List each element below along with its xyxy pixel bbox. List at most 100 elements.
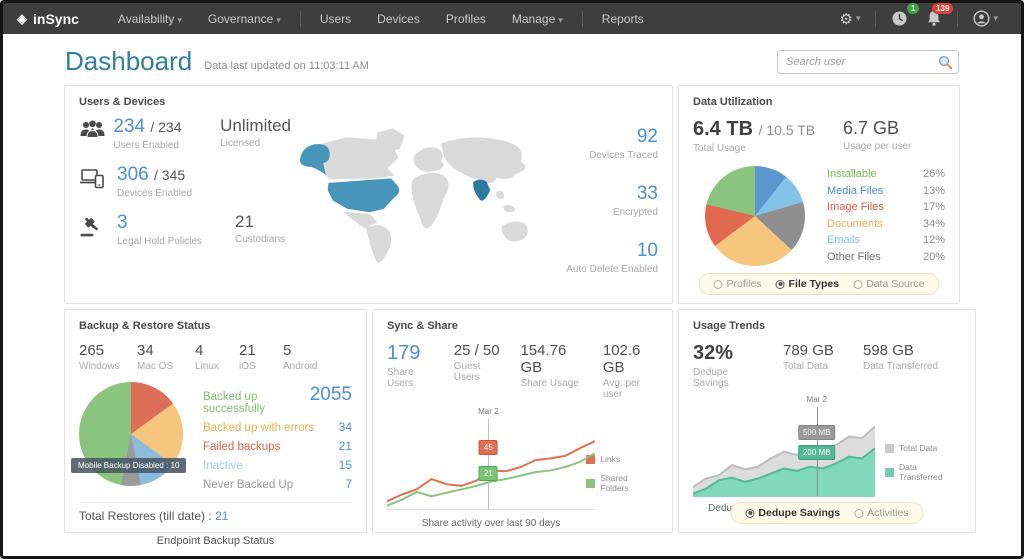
links-value-box: 45 bbox=[478, 440, 498, 455]
stat-encrypted: 33 Encrypted bbox=[612, 183, 658, 218]
search-box bbox=[777, 49, 959, 75]
page-header: Dashboard Data last updated on 11:03:11 … bbox=[3, 34, 1021, 83]
stat-share-users: 179 Share Users bbox=[387, 342, 421, 389]
marker-date-label: Mar 2 bbox=[478, 407, 499, 416]
panel-title: Data Utilization bbox=[693, 96, 773, 108]
nav-divider bbox=[957, 10, 959, 27]
file-types-pie-chart[interactable] bbox=[705, 166, 805, 266]
brand[interactable]: ◈ inSync bbox=[17, 11, 79, 27]
stat-usage-per-user: 6.7 GB Usage per user bbox=[843, 118, 912, 152]
chevron-down-icon: ▾ bbox=[993, 13, 998, 23]
legend-swatch bbox=[885, 467, 894, 477]
divider bbox=[79, 502, 352, 503]
toggle-file-types[interactable]: File Types bbox=[775, 278, 839, 290]
legend-item: Installable 26% bbox=[827, 168, 945, 180]
legend-item: Image Files 17% bbox=[827, 201, 945, 213]
nav-item-users[interactable]: Users bbox=[319, 11, 352, 26]
activity-clock-button[interactable]: 1 bbox=[882, 3, 920, 27]
world-map-svg bbox=[299, 128, 528, 263]
stat-devices-traced: 92 Devices Traced bbox=[589, 126, 658, 161]
data-transferred-value-box: 200 MB bbox=[797, 445, 836, 460]
clock-icon bbox=[892, 11, 907, 26]
legend-item: Inactive 15 bbox=[203, 458, 352, 472]
nav-divider bbox=[299, 10, 301, 27]
notifications-button[interactable]: 139 bbox=[917, 3, 954, 27]
legend-item: Failed backups 21 bbox=[203, 439, 352, 453]
panel-title: Sync & Share bbox=[387, 320, 458, 332]
legend-item: Emails 12% bbox=[827, 234, 945, 246]
radio-icon bbox=[854, 508, 864, 518]
stat-custodians: 21 Custodians bbox=[235, 212, 286, 245]
legend-item: Other Files 20% bbox=[827, 250, 945, 263]
map-highlight-india bbox=[473, 179, 491, 201]
chart-legend: Total Data Data Transferred bbox=[875, 395, 961, 499]
panel-usage-trends: Usage Trends 32% Dedupe Savings 789 GB Tot… bbox=[678, 309, 976, 533]
legend-item: Data Transferred bbox=[885, 462, 961, 482]
stat-dedupe-savings: 32% Dedupe Savings bbox=[693, 342, 734, 389]
pie-legend: Installable 26% Media Files 13% Image File… bbox=[805, 166, 945, 267]
stat-data-transferred: 598 GB Data Transferred bbox=[863, 342, 939, 372]
legend-item: Media Files 13% bbox=[827, 184, 945, 197]
legend-item: Backed up with errors 34 bbox=[203, 420, 352, 434]
settings-menu[interactable]: ⚙ ▾ bbox=[830, 10, 869, 28]
page-title: Dashboard bbox=[65, 46, 193, 76]
devices-icon bbox=[80, 169, 104, 189]
chart-legend: Links Shared Folders bbox=[578, 406, 658, 514]
gear-icon: ⚙ bbox=[839, 10, 853, 28]
panel-data-utilization: Data Utilization 6.4 TB / 10.5 TB Total … bbox=[678, 85, 960, 304]
chart-caption: Share activity over last 90 days bbox=[421, 518, 561, 529]
stat-users-enabled: 234 / 234 Users Enabled Unlimited Licens… bbox=[79, 116, 291, 151]
legend-swatch bbox=[586, 478, 596, 488]
nav-item-profiles[interactable]: Profiles bbox=[445, 11, 486, 26]
nav-item-manage[interactable]: Manage ▾ bbox=[511, 11, 563, 26]
nav-divider bbox=[875, 10, 877, 27]
search-icon[interactable] bbox=[938, 55, 953, 75]
dedupe-savings-chart: Mar 2 500 MB 200 MB bbox=[693, 395, 875, 499]
stat-android: 5 Android bbox=[283, 342, 318, 372]
stat-ios: 21 iOS bbox=[239, 342, 256, 372]
legend-item: Never Backed Up 7 bbox=[203, 477, 352, 491]
map-highlight-usa bbox=[327, 178, 400, 213]
map-highlight-alaska bbox=[299, 144, 330, 175]
clock-badge: 1 bbox=[907, 3, 920, 14]
usage-trends-toggle: Dedupe Savings Activities bbox=[730, 502, 924, 524]
notifications-badge: 139 bbox=[932, 3, 954, 14]
stat-guest-users: 25 / 50 Guest Users bbox=[453, 342, 500, 383]
radio-icon bbox=[853, 279, 863, 289]
stat-windows: 265 Windows bbox=[79, 342, 120, 372]
chevron-down-icon: ▾ bbox=[177, 14, 182, 25]
last-updated-text: Data last updated on 11:03:11 AM bbox=[204, 59, 369, 72]
nav-item-governance[interactable]: Governance ▾ bbox=[207, 11, 281, 26]
brand-name: inSync bbox=[33, 10, 79, 27]
account-menu[interactable]: ▾ bbox=[964, 10, 1007, 27]
world-map bbox=[291, 116, 559, 297]
panel-title: Backup & Restore Status bbox=[79, 320, 211, 332]
radio-icon bbox=[713, 279, 723, 289]
search-input[interactable] bbox=[777, 49, 959, 74]
nav-divider bbox=[581, 10, 583, 27]
nav-item-devices[interactable]: Devices bbox=[377, 11, 420, 26]
chevron-down-icon: ▾ bbox=[855, 13, 861, 23]
backup-legend: Backed up successfully 2055 Backed up wit… bbox=[191, 382, 352, 496]
endpoint-backup-status-label: Endpoint Backup Status bbox=[156, 535, 275, 547]
toggle-activities[interactable]: Activities bbox=[854, 507, 909, 519]
legend-item: Shared Folders bbox=[586, 473, 658, 493]
stat-total-data: 789 GB Total Data bbox=[783, 342, 834, 372]
users-group-icon bbox=[80, 120, 105, 138]
pie-tooltip: Mobile Backup Disabled : 10 bbox=[71, 458, 187, 473]
nav-item-reports[interactable]: Reports bbox=[601, 11, 644, 26]
stat-macos: 34 Mac OS bbox=[137, 342, 174, 372]
panel-sync-share: Sync & Share 179 Share Users 25 / 50 Guest… bbox=[372, 309, 673, 533]
toggle-profiles[interactable]: Profiles bbox=[713, 278, 762, 290]
legend-item: Links bbox=[586, 454, 658, 464]
panel-title: Users & Devices bbox=[79, 96, 166, 108]
share-activity-chart: Mar 2 45 21 bbox=[387, 406, 595, 514]
stat-licensed: Unlimited Licensed bbox=[220, 116, 291, 149]
toggle-data-source[interactable]: Data Source bbox=[853, 278, 924, 290]
brand-icon: ◈ bbox=[17, 10, 27, 26]
stat-legal-hold: 3 Legal Hold Policies 21 Custodians bbox=[79, 212, 291, 247]
nav-item-availability[interactable]: Availability ▾ bbox=[117, 11, 182, 26]
total-data-value-box: 500 MB bbox=[797, 425, 836, 440]
toggle-dedupe-savings[interactable]: Dedupe Savings bbox=[745, 507, 840, 519]
